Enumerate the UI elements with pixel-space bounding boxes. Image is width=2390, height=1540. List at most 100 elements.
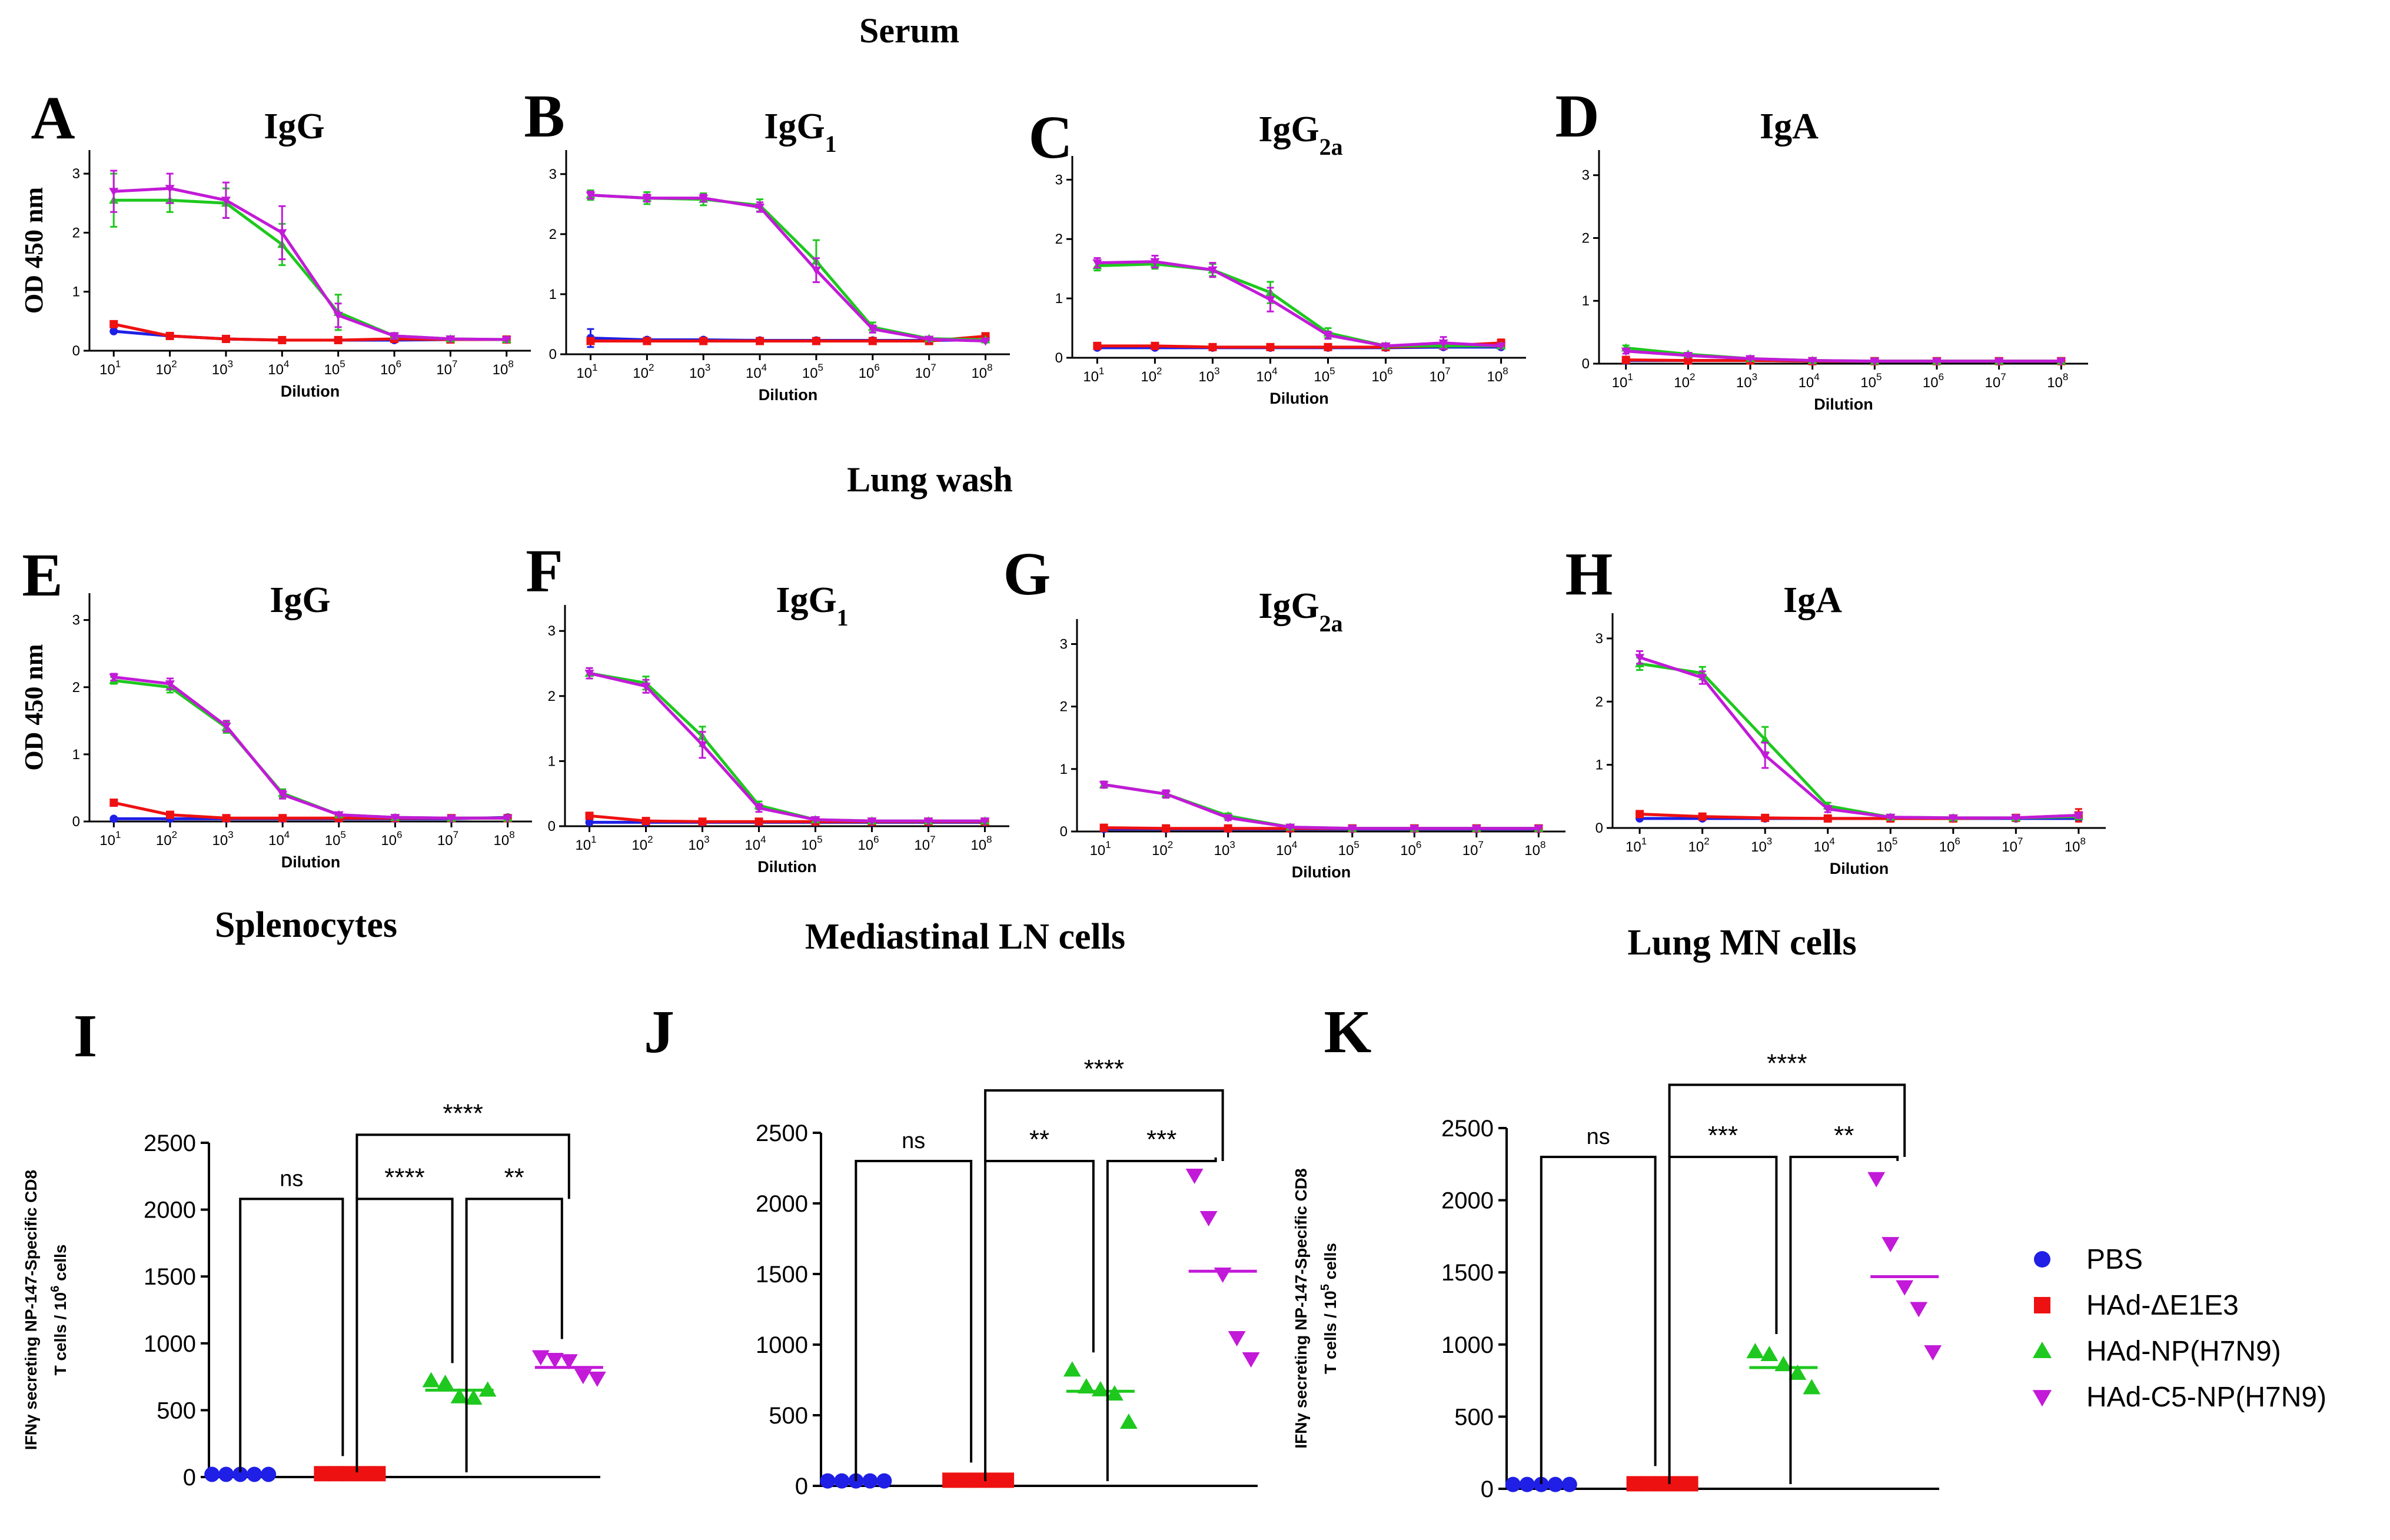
y-tick-label: 3 (549, 167, 557, 182)
data-point (1534, 824, 1544, 833)
x-tick-label: 106 (380, 358, 401, 378)
y-tick-label: 1 (72, 284, 80, 300)
series-line (114, 198, 507, 341)
data-point (446, 814, 457, 823)
data-point (1099, 823, 1108, 832)
x-tick-label: 105 (801, 834, 822, 853)
legend-marker (2032, 1390, 2052, 1407)
data-point (560, 1354, 578, 1370)
data-point (1208, 266, 1218, 275)
panel-title: Mediastinal LN cells (805, 917, 1125, 957)
data-point (1185, 1168, 1204, 1184)
significance-bracket: ** (984, 1125, 1095, 1481)
legend-item-had-c5-np-h7n9: HAd-C5-NP(H7N9) (2032, 1382, 2326, 1413)
panel-a: A IgG 0 1 2 3 101 102 103 104 105 106 107 108 Dilution… (19, 84, 531, 400)
data-point (1789, 1364, 1807, 1380)
x-tick-label: 104 (268, 358, 289, 378)
x-tick-exponent: 4 (1814, 371, 1819, 382)
x-tick-exponent: 4 (1829, 836, 1834, 847)
y-tick-label: 2 (72, 680, 80, 696)
bracket-line (855, 1160, 973, 1481)
data-point (1223, 814, 1233, 823)
significance-bracket: *** (1668, 1121, 1778, 1484)
x-tick-label: 102 (631, 834, 653, 853)
y-tick-label: 1 (549, 287, 557, 302)
x-tick-exponent: 1 (1641, 836, 1647, 847)
panel-label: I (74, 1002, 97, 1070)
x-tick-label: 107 (436, 358, 457, 378)
series-had-c5-np-h7n9 (584, 667, 990, 826)
series-line (589, 671, 985, 823)
y-tick-label: 1000 (1441, 1332, 1494, 1358)
x-tick-label: 104 (268, 829, 290, 849)
x-tick-label: 108 (1524, 839, 1545, 859)
y-tick-label: 2 (1595, 694, 1603, 710)
data-point (1882, 1237, 1900, 1253)
x-tick-exponent: 5 (340, 829, 345, 840)
x-axis-label: Dilution (1814, 395, 1873, 413)
data-point (1948, 814, 1958, 823)
y-axis-label-tail: cells (51, 1245, 69, 1286)
data-point (1994, 357, 2004, 366)
panel-label: F (526, 537, 563, 605)
y-tick-label: 2000 (756, 1191, 808, 1217)
data-point (1092, 259, 1102, 268)
significance-bracket: ns (855, 1129, 973, 1481)
data-point (1870, 357, 1880, 366)
group-had-c5-np-h7n9 (1185, 1168, 1260, 1368)
bracket-line (1668, 1156, 1778, 1484)
data-point (1410, 824, 1420, 833)
x-tick-label: 105 (1338, 839, 1359, 859)
panel-i: I Splenocytes 0 500 1000 1500 2000 2500 IFNγ sec… (22, 905, 606, 1491)
data-point (503, 814, 513, 823)
data-point (1867, 1172, 1886, 1188)
x-tick-exponent: 4 (1292, 839, 1297, 850)
data-point (574, 1369, 592, 1385)
x-tick-label: 108 (494, 829, 515, 849)
bracket-line (1540, 1156, 1657, 1484)
data-point (389, 332, 400, 341)
x-axis-label: Dilution (1269, 390, 1328, 407)
x-tick-label: 103 (212, 358, 233, 378)
data-point (501, 335, 511, 344)
series-had-c5-np-h7n9 (586, 190, 990, 346)
group-had-c5-np-h7n9 (1867, 1172, 1942, 1361)
group-had-c5-np-h7n9 (531, 1350, 606, 1387)
x-tick-exponent: 7 (930, 362, 936, 373)
x-tick-exponent: 5 (1892, 836, 1897, 847)
y-tick-label: 500 (157, 1398, 196, 1423)
data-point (436, 1375, 454, 1391)
series-had-c5-np-h7n9 (1621, 347, 2066, 366)
y-tick-label: 2 (1055, 231, 1063, 247)
panel-j: J Mediastinal LN cells 0 500 1000 1500 2000 250… (644, 917, 1260, 1499)
data-point (924, 335, 934, 344)
x-tick-label: 102 (1674, 371, 1695, 391)
x-tick-label: 104 (1814, 836, 1835, 855)
data-point (109, 327, 118, 335)
y-tick-label: 1 (72, 747, 80, 763)
data-point (1151, 341, 1159, 350)
series-line (1639, 662, 2079, 820)
significance-label: ** (504, 1163, 524, 1192)
x-tick-exponent: 4 (284, 829, 290, 840)
data-point (165, 810, 174, 819)
bracket-line (355, 1198, 454, 1472)
data-point (641, 683, 651, 691)
significance-label: *** (1146, 1125, 1176, 1154)
legend-label: HAd-ΔE1E3 (2086, 1290, 2239, 1321)
y-tick-label: 2 (1060, 699, 1068, 715)
x-tick-label: 108 (970, 834, 992, 853)
x-tick-label: 101 (99, 829, 121, 849)
significance-label: **** (1084, 1055, 1125, 1083)
x-tick-exponent: 2 (171, 358, 177, 370)
y-tick-label: 0 (1582, 356, 1590, 372)
data-point (585, 818, 594, 827)
panel-label: B (524, 82, 564, 150)
x-tick-exponent: 7 (930, 834, 935, 845)
y-axis-label-exponent: 6 (49, 1286, 62, 1292)
x-tick-exponent: 8 (986, 834, 992, 845)
data-point (109, 673, 119, 682)
x-tick-exponent: 7 (452, 358, 457, 370)
x-tick-label: 105 (324, 358, 345, 378)
x-tick-label: 101 (1612, 371, 1633, 391)
